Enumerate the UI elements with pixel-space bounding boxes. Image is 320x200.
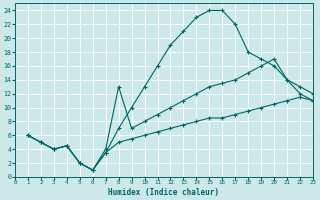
X-axis label: Humidex (Indice chaleur): Humidex (Indice chaleur)	[108, 188, 220, 197]
